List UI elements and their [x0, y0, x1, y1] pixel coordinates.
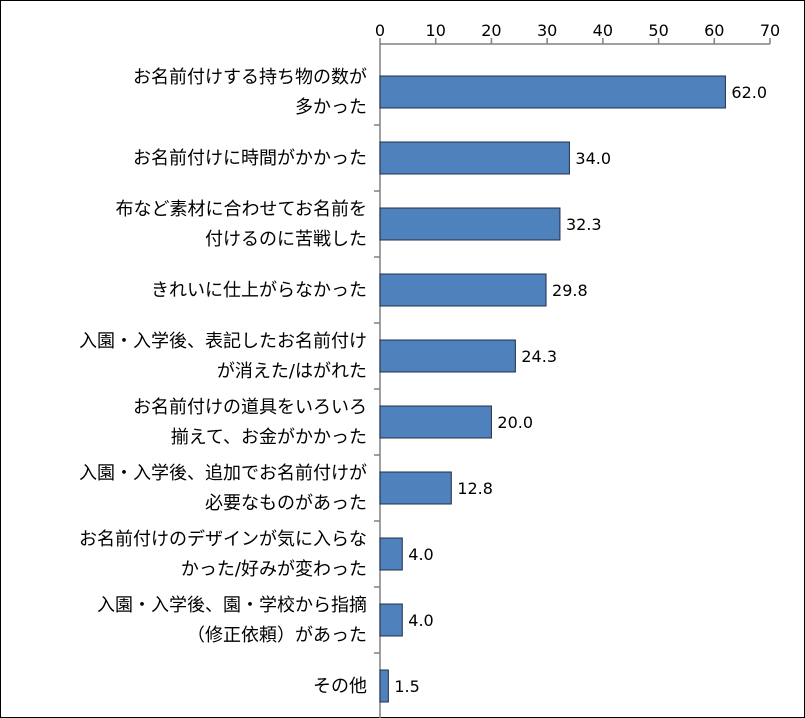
x-tick-label: 0 — [375, 21, 385, 40]
bar — [379, 339, 516, 373]
value-label: 29.8 — [552, 281, 588, 300]
category-label: が消えた/はがれた — [217, 361, 367, 382]
category-label: お名前付けの道具をいろいろ — [133, 397, 367, 418]
category-label: （修正依頼）があった — [187, 625, 367, 646]
x-tick-label: 20 — [481, 21, 501, 40]
value-label: 1.5 — [394, 677, 419, 696]
value-label: 62.0 — [731, 83, 767, 102]
category-label: 多かった — [295, 97, 367, 118]
category-labels: お名前付けする持ち物の数が多かったお名前付けに時間がかかった布など素材に合わせて… — [79, 67, 367, 697]
category-label: 布など素材に合わせてお名前を — [116, 199, 367, 220]
x-tick-label: 30 — [537, 21, 557, 40]
category-label: 入園・入学後、追加でお名前付けが — [79, 463, 367, 484]
bar — [379, 207, 561, 241]
category-label: 入園・入学後、表記したお名前付け — [79, 331, 367, 352]
category-label: お名前付けのデザインが気に入らな — [79, 529, 367, 550]
value-label: 4.0 — [408, 611, 433, 630]
bar — [379, 75, 726, 109]
category-label: お名前付けに時間がかかった — [133, 148, 367, 169]
x-tick-label: 60 — [704, 21, 724, 40]
category-label: お名前付けする持ち物の数が — [133, 67, 367, 88]
category-label: 揃えて、お金がかかった — [171, 427, 367, 448]
value-label: 32.3 — [566, 215, 602, 234]
bar — [379, 471, 452, 505]
value-label: 34.0 — [575, 149, 611, 168]
category-label: かった/好みが変わった — [181, 559, 367, 580]
category-label: 付けるのに苦戦した — [205, 229, 367, 250]
category-label: 入園・入学後、園・学校から指摘 — [97, 595, 367, 616]
bar — [379, 537, 403, 571]
category-label: 必要なものがあった — [205, 493, 367, 514]
bar — [379, 273, 547, 307]
bar — [379, 141, 570, 175]
x-tick-label: 70 — [760, 21, 780, 40]
value-label: 12.8 — [457, 479, 493, 498]
x-axis-ticks: 0 10 20 30 40 50 60 70 — [375, 21, 780, 44]
x-tick-label: 40 — [593, 21, 613, 40]
bar — [379, 669, 389, 703]
category-label: きれいに仕上がらなかった — [151, 280, 367, 301]
category-label: その他 — [313, 676, 367, 697]
bars — [379, 75, 726, 703]
x-tick-label: 50 — [648, 21, 668, 40]
value-label: 4.0 — [408, 545, 433, 564]
bar — [379, 603, 403, 637]
x-tick-label: 10 — [426, 21, 446, 40]
value-labels: 62.0 34.0 32.3 29.8 24.3 20.0 12.8 4.0 4.0 1.5 — [394, 83, 767, 696]
bar — [379, 405, 492, 439]
value-label: 20.0 — [497, 413, 533, 432]
value-label: 24.3 — [521, 347, 557, 366]
